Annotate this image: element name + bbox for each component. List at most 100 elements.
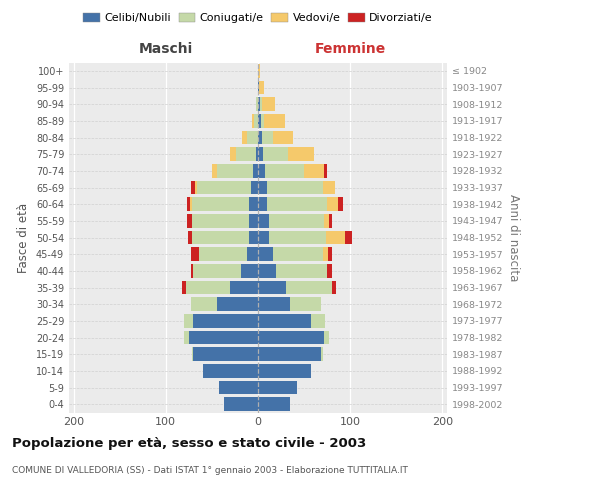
Bar (273, 130, 293, 144)
Y-axis label: Fasce di età: Fasce di età (17, 202, 30, 272)
Bar (258, 214, 269, 228)
Bar (261, 114, 265, 128)
Bar (290, 298, 320, 311)
Bar (191, 264, 193, 278)
Bar (289, 148, 314, 161)
Bar (267, 198, 327, 211)
Bar (329, 214, 332, 228)
Y-axis label: Anni di nascita: Anni di nascita (507, 194, 520, 281)
Bar (191, 180, 196, 194)
Bar (259, 80, 263, 94)
Bar (217, 164, 253, 177)
Bar (258, 164, 265, 177)
Bar (186, 280, 230, 294)
Bar (262, 98, 275, 111)
Bar (197, 180, 251, 194)
Bar (258, 364, 311, 378)
Bar (224, 398, 258, 411)
Bar (190, 198, 191, 211)
Bar (199, 248, 247, 261)
Bar (196, 180, 197, 194)
Bar (188, 230, 191, 244)
Bar (286, 280, 332, 294)
Legend: Celibi/Nubili, Coniugati/e, Vedovi/e, Divorziati/e: Celibi/Nubili, Coniugati/e, Vedovi/e, Di… (79, 8, 437, 28)
Bar (249, 214, 258, 228)
Bar (253, 114, 254, 128)
Bar (203, 364, 258, 378)
Text: Maschi: Maschi (139, 42, 193, 56)
Bar (258, 280, 286, 294)
Bar (182, 280, 186, 294)
Bar (219, 380, 258, 394)
Bar (269, 230, 326, 244)
Bar (184, 330, 189, 344)
Text: Popolazione per età, sesso e stato civile - 2003: Popolazione per età, sesso e stato civil… (12, 438, 366, 450)
Bar (311, 314, 325, 328)
Bar (256, 98, 258, 111)
Bar (191, 198, 249, 211)
Bar (191, 230, 249, 244)
Bar (258, 98, 260, 111)
Bar (236, 148, 256, 161)
Bar (251, 180, 258, 194)
Bar (258, 264, 277, 278)
Bar (332, 280, 337, 294)
Bar (249, 198, 258, 211)
Bar (263, 148, 289, 161)
Bar (191, 214, 249, 228)
Bar (328, 248, 332, 261)
Bar (323, 180, 335, 194)
Bar (258, 114, 261, 128)
Bar (258, 248, 273, 261)
Bar (193, 348, 258, 361)
Bar (253, 164, 258, 177)
Bar (217, 298, 258, 311)
Bar (187, 198, 190, 211)
Bar (325, 164, 327, 177)
Text: COMUNE DI VALLEDORIA (SS) - Dati ISTAT 1° gennaio 2003 - Elaborazione TUTTITALIA: COMUNE DI VALLEDORIA (SS) - Dati ISTAT 1… (12, 466, 408, 475)
Bar (269, 214, 325, 228)
Bar (273, 248, 323, 261)
Bar (338, 198, 343, 211)
Bar (258, 330, 325, 344)
Bar (326, 230, 344, 244)
Bar (262, 130, 273, 144)
Bar (256, 148, 258, 161)
Bar (265, 114, 285, 128)
Bar (323, 248, 328, 261)
Bar (325, 214, 329, 228)
Text: Femmine: Femmine (314, 42, 386, 56)
Bar (258, 380, 297, 394)
Bar (191, 348, 193, 361)
Bar (249, 230, 258, 244)
Bar (325, 330, 329, 344)
Bar (320, 348, 323, 361)
Bar (193, 264, 241, 278)
Bar (241, 264, 258, 278)
Bar (258, 180, 267, 194)
Bar (191, 248, 199, 261)
Bar (258, 298, 290, 311)
Bar (258, 198, 267, 211)
Bar (258, 148, 263, 161)
Bar (304, 164, 325, 177)
Bar (258, 398, 290, 411)
Bar (265, 164, 304, 177)
Bar (242, 130, 247, 144)
Bar (258, 130, 262, 144)
Bar (258, 64, 260, 78)
Bar (212, 164, 217, 177)
Bar (258, 314, 311, 328)
Bar (230, 280, 258, 294)
Bar (254, 114, 258, 128)
Bar (247, 130, 258, 144)
Bar (277, 264, 327, 278)
Bar (327, 198, 338, 211)
Bar (258, 348, 320, 361)
Bar (258, 230, 269, 244)
Bar (184, 314, 193, 328)
Bar (260, 98, 262, 111)
Bar (230, 148, 236, 161)
Bar (344, 230, 352, 244)
Bar (189, 330, 258, 344)
